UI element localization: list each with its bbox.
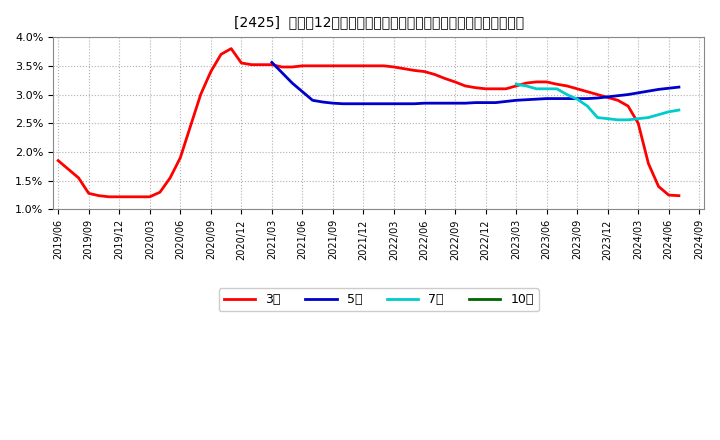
- 5年: [298, 89, 307, 94]
- 5年: [328, 100, 337, 106]
- 3年: [237, 60, 246, 66]
- 5年: [288, 81, 297, 86]
- 5年: [431, 100, 439, 106]
- 5年: [573, 96, 582, 101]
- 5年: [665, 86, 673, 91]
- 7年: [573, 96, 582, 102]
- 5年: [349, 101, 358, 106]
- 5年: [492, 100, 500, 105]
- 5年: [522, 97, 531, 103]
- 3年: [451, 79, 459, 84]
- 5年: [410, 101, 418, 106]
- 3年: [186, 124, 195, 129]
- 5年: [675, 84, 683, 90]
- 5年: [268, 60, 276, 65]
- 7年: [522, 83, 531, 88]
- 3年: [54, 158, 63, 163]
- 5年: [451, 100, 459, 106]
- 5年: [613, 93, 622, 99]
- 5年: [542, 96, 551, 101]
- 7年: [512, 81, 521, 87]
- 5年: [369, 101, 378, 106]
- Line: 3年: 3年: [58, 48, 679, 197]
- 3年: [104, 194, 113, 199]
- Title: [2425]  売上高12か月移動合計の対前年同期増減率の標準偏差の推移: [2425] 売上高12か月移動合計の対前年同期増減率の標準偏差の推移: [234, 15, 523, 29]
- 7年: [665, 109, 673, 114]
- 5年: [359, 101, 368, 106]
- 3年: [675, 193, 683, 198]
- 5年: [593, 95, 602, 101]
- 7年: [583, 103, 592, 109]
- 7年: [644, 115, 653, 120]
- 7年: [552, 86, 561, 92]
- 5年: [624, 92, 632, 97]
- 3年: [379, 63, 388, 69]
- 5年: [379, 101, 388, 106]
- 5年: [339, 101, 348, 106]
- 5年: [644, 88, 653, 94]
- 7年: [654, 112, 663, 117]
- 5年: [390, 101, 398, 106]
- 7年: [675, 107, 683, 113]
- 5年: [603, 94, 612, 99]
- 5年: [471, 100, 480, 105]
- 7年: [532, 86, 541, 92]
- 7年: [562, 92, 571, 97]
- 5年: [400, 101, 408, 106]
- Legend: 3年, 5年, 7年, 10年: 3年, 5年, 7年, 10年: [219, 288, 539, 311]
- 3年: [227, 46, 235, 51]
- 5年: [562, 96, 571, 101]
- 7年: [613, 117, 622, 122]
- 5年: [502, 99, 510, 104]
- 7年: [542, 86, 551, 92]
- 5年: [583, 96, 592, 101]
- 5年: [278, 70, 287, 75]
- 5年: [420, 100, 429, 106]
- 3年: [115, 194, 124, 199]
- Line: 5年: 5年: [272, 62, 679, 104]
- 5年: [532, 96, 541, 102]
- 5年: [512, 98, 521, 103]
- 5年: [308, 98, 317, 103]
- 5年: [318, 99, 327, 105]
- 5年: [481, 100, 490, 105]
- 5年: [654, 87, 663, 92]
- 5年: [441, 100, 449, 106]
- 5年: [552, 96, 561, 101]
- 5年: [634, 90, 642, 95]
- 7年: [634, 116, 642, 121]
- Line: 7年: 7年: [516, 84, 679, 120]
- 7年: [624, 117, 632, 122]
- 7年: [603, 116, 612, 121]
- 5年: [461, 100, 469, 106]
- 7年: [593, 115, 602, 120]
- 3年: [613, 98, 622, 103]
